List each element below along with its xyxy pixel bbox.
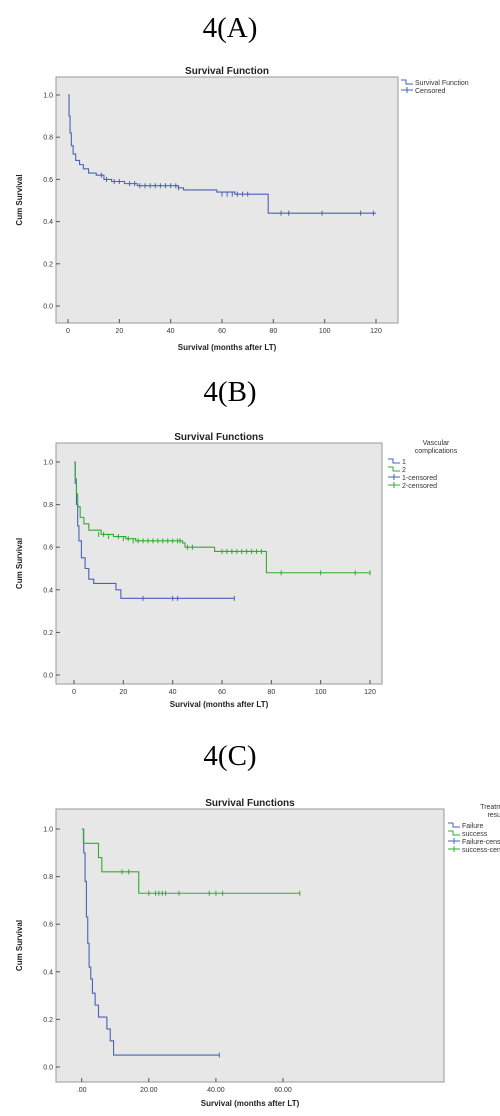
- survival-curve-2: [74, 461, 370, 574]
- x-tick-label: 20: [119, 689, 127, 696]
- y-axis-label: Cum Survival: [15, 174, 24, 225]
- x-axis-label: Survival (months after LT): [178, 343, 277, 352]
- survival-chart-b: Survival Functions 0.0 0.2 0.4 0.6 0.8 1.0 0 20 4…: [15, 432, 458, 709]
- legend-title-line: result: [487, 812, 500, 819]
- x-axis-label: Survival (months after LT): [170, 700, 269, 709]
- y-tick-label: 0.8: [43, 874, 53, 881]
- x-tick-label: 80: [269, 328, 277, 335]
- legend-swatch: [448, 822, 460, 828]
- y-tick-label: 0.2: [43, 261, 53, 268]
- legend-label: 2-censored: [402, 483, 437, 490]
- legend-label: 2: [402, 467, 406, 474]
- y-tick-label: 0.4: [43, 587, 53, 594]
- x-tick-label: 80: [267, 689, 275, 696]
- survival-chart-c: Survival Functions 0.0 0.2 0.4 0.6 0.8 1.0 .00 2…: [15, 798, 500, 1108]
- chart-title: Survival Function: [185, 66, 269, 77]
- x-tick-label: 40: [167, 328, 175, 335]
- legend-label: Censored: [415, 88, 445, 95]
- x-tick-label: .00: [77, 1087, 87, 1094]
- y-tick-label: 0.8: [43, 502, 53, 509]
- x-tick-label: 60.00: [274, 1087, 292, 1094]
- plot-background: [55, 442, 383, 685]
- panel-label-b: 4(B): [203, 376, 257, 408]
- y-tick-label: 0.6: [43, 545, 53, 552]
- legend-swatch: [401, 79, 413, 85]
- x-tick-label: 120: [364, 689, 376, 696]
- panel-label-a: 4(A): [202, 12, 258, 44]
- y-axis-label: Cum Survival: [15, 538, 24, 589]
- chart-title: Survival Functions: [205, 798, 295, 809]
- legend-title-line: complications: [415, 448, 458, 455]
- survival-curve-2: [81, 828, 300, 894]
- y-tick-label: 1.0: [43, 827, 53, 834]
- x-tick-label: 20.00: [140, 1087, 158, 1094]
- survival-curve-1: [68, 94, 376, 214]
- x-axis-label: Survival (months after LT): [201, 1099, 300, 1108]
- legend-label: 1-censored: [402, 475, 437, 482]
- x-tick-label: 60: [218, 689, 226, 696]
- legend-label: success: [462, 831, 488, 838]
- y-tick-label: 0.2: [43, 1017, 53, 1024]
- y-tick-label: 0.6: [43, 922, 53, 929]
- y-tick-label: 0.4: [43, 969, 53, 976]
- plot-background: [55, 808, 445, 1083]
- chart-title: Survival Functions: [174, 432, 264, 443]
- plot-background: [55, 76, 399, 324]
- legend-label: Survival Function: [415, 80, 469, 87]
- x-tick-label: 100: [319, 328, 331, 335]
- x-tick-label: 40.00: [207, 1087, 225, 1094]
- legend-label: 1: [402, 459, 406, 466]
- x-tick-label: 40: [169, 689, 177, 696]
- x-tick-label: 60: [218, 328, 226, 335]
- y-tick-label: 0.4: [43, 219, 53, 226]
- y-tick-label: 0.0: [43, 1065, 53, 1072]
- y-tick-label: 0.0: [43, 673, 53, 680]
- y-tick-label: 0.0: [43, 304, 53, 311]
- legend-label: success-censored: [462, 847, 500, 854]
- survival-chart-a: Survival Function 0.0 0.2 0.4 0.6 0.8 1.0 0 20 40…: [15, 66, 469, 352]
- x-tick-label: 20: [115, 328, 123, 335]
- x-tick-label: 0: [66, 328, 70, 335]
- x-tick-label: 0: [72, 689, 76, 696]
- legend-label: Failure-censored: [462, 839, 500, 846]
- y-tick-label: 1.0: [43, 460, 53, 467]
- legend-label: Failure: [462, 823, 484, 830]
- x-tick-label: 120: [370, 328, 382, 335]
- y-tick-label: 0.2: [43, 630, 53, 637]
- y-tick-label: 0.8: [43, 135, 53, 142]
- y-tick-label: 1.0: [43, 93, 53, 100]
- legend-swatch: [388, 466, 400, 472]
- panel-label-c: 4(C): [203, 740, 257, 772]
- legend-title: Treatment: [480, 804, 500, 811]
- x-tick-label: 100: [315, 689, 327, 696]
- y-tick-label: 0.6: [43, 177, 53, 184]
- legend-title: Vascular: [423, 440, 450, 447]
- survival-curve-1: [81, 828, 220, 1056]
- y-axis-label: Cum Survival: [15, 920, 24, 971]
- legend-swatch: [448, 830, 460, 836]
- legend-swatch: [388, 458, 400, 464]
